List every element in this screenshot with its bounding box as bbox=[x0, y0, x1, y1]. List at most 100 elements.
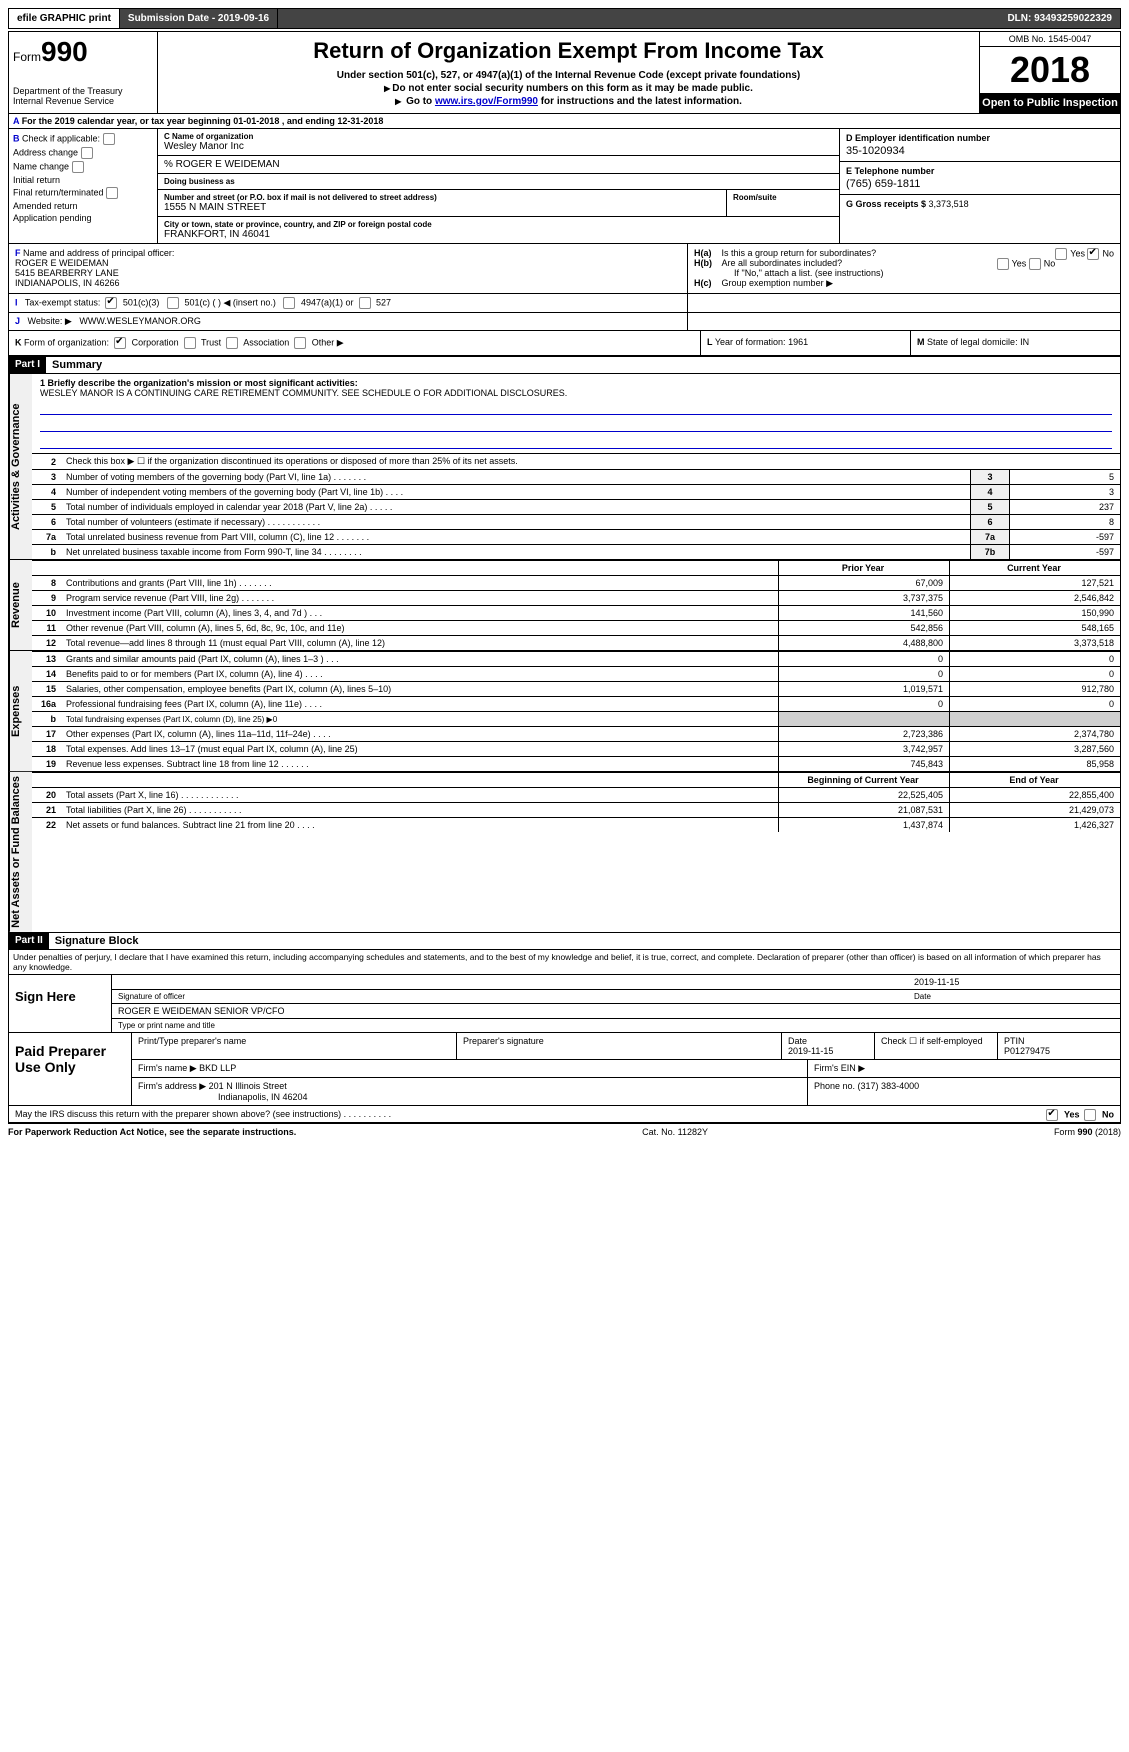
table-row: 11Other revenue (Part VIII, column (A), … bbox=[32, 621, 1120, 636]
telephone: (765) 659-1811 bbox=[846, 178, 1114, 190]
footer-center: Cat. No. 11282Y bbox=[642, 1127, 708, 1137]
sig-officer-label: Signature of officer bbox=[118, 992, 914, 1001]
tax-year: 2018 bbox=[980, 47, 1120, 93]
tab-revenue: Revenue bbox=[9, 560, 32, 650]
part1-header: Part I bbox=[9, 357, 46, 373]
footer: For Paperwork Reduction Act Notice, see … bbox=[8, 1123, 1121, 1140]
ein: 35-1020934 bbox=[846, 145, 1114, 157]
col-b: B Check if applicable: Address change Na… bbox=[9, 129, 158, 243]
section-fh: F Name and address of principal officer:… bbox=[8, 244, 1121, 294]
part1-title: Summary bbox=[46, 357, 108, 373]
table-row: 18Total expenses. Add lines 13–17 (must … bbox=[32, 742, 1120, 757]
gov-table: 2Check this box ▶ ☐ if the organization … bbox=[32, 453, 1120, 559]
street-label: Number and street (or P.O. box if mail i… bbox=[164, 193, 720, 202]
paid-preparer-row: Paid Preparer Use Only Print/Type prepar… bbox=[9, 1032, 1120, 1105]
firm-addr1: 201 N Illinois Street bbox=[209, 1081, 287, 1091]
col-h: H(a) Is this a group return for subordin… bbox=[688, 244, 1120, 293]
firm-name: BKD LLP bbox=[199, 1063, 236, 1073]
header-sub3: Go to www.irs.gov/Form990 for instructio… bbox=[162, 96, 975, 107]
line-a: A For the 2019 calendar year, or tax yea… bbox=[8, 114, 1121, 129]
city-label: City or town, state or province, country… bbox=[164, 220, 833, 229]
part2-header: Part II bbox=[9, 933, 49, 949]
revenue-section: Revenue Prior YearCurrent Year 8Contribu… bbox=[8, 560, 1121, 651]
header-sub1: Under section 501(c), 527, or 4947(a)(1)… bbox=[162, 70, 975, 81]
opt-address-change: Address change bbox=[13, 147, 153, 159]
sign-here-label: Sign Here bbox=[9, 975, 112, 1032]
website: WWW.WESLEYMANOR.ORG bbox=[79, 316, 201, 326]
table-row: 10Investment income (Part VIII, column (… bbox=[32, 606, 1120, 621]
gross-receipts: 3,373,518 bbox=[929, 199, 969, 209]
governance-section: Activities & Governance 1 Briefly descri… bbox=[8, 374, 1121, 560]
city: FRANKFORT, IN 46041 bbox=[164, 229, 833, 240]
table-row: 14Benefits paid to or for members (Part … bbox=[32, 667, 1120, 682]
opt-final-return: Final return/terminated bbox=[13, 187, 153, 199]
officer-name: ROGER E WEIDEMAN bbox=[15, 258, 109, 268]
table-row: 9Program service revenue (Part VIII, lin… bbox=[32, 591, 1120, 606]
exp-table: 13Grants and similar amounts paid (Part … bbox=[32, 651, 1120, 771]
table-row: 19Revenue less expenses. Subtract line 1… bbox=[32, 757, 1120, 772]
tab-net-assets: Net Assets or Fund Balances bbox=[9, 772, 32, 932]
year-formation: 1961 bbox=[788, 337, 808, 347]
street: 1555 N MAIN STREET bbox=[164, 202, 720, 213]
dln: DLN: 93493259022329 bbox=[999, 9, 1120, 28]
line-j: J Website: ▶ WWW.WESLEYMANOR.ORG bbox=[8, 313, 1121, 331]
officer-addr1: 5415 BEARBERRY LANE bbox=[15, 268, 119, 278]
net-table: Beginning of Current YearEnd of Year 20T… bbox=[32, 772, 1120, 832]
header-center: Return of Organization Exempt From Incom… bbox=[158, 32, 979, 113]
ptin: P01279475 bbox=[1004, 1046, 1114, 1056]
tab-governance: Activities & Governance bbox=[9, 374, 32, 559]
discuss-row: May the IRS discuss this return with the… bbox=[9, 1105, 1120, 1122]
form-number: Form990 bbox=[13, 36, 153, 68]
table-row: bTotal fundraising expenses (Part IX, co… bbox=[32, 712, 1120, 727]
table-row: bNet unrelated business taxable income f… bbox=[32, 545, 1120, 560]
form-title: Return of Organization Exempt From Incom… bbox=[162, 38, 975, 64]
sign-here-row: Sign Here 2019-11-15 Signature of office… bbox=[9, 974, 1120, 1032]
table-row: 15Salaries, other compensation, employee… bbox=[32, 682, 1120, 697]
table-row: 8Contributions and grants (Part VIII, li… bbox=[32, 576, 1120, 591]
omb-number: OMB No. 1545-0047 bbox=[980, 32, 1120, 47]
dba-label: Doing business as bbox=[164, 177, 235, 186]
header-sub2: Do not enter social security numbers on … bbox=[162, 83, 975, 94]
firm-phone: (317) 383-4000 bbox=[858, 1081, 920, 1091]
tel-label: E Telephone number bbox=[846, 166, 1114, 176]
gross-label: G Gross receipts $ bbox=[846, 199, 929, 209]
sig-date: 2019-11-15 bbox=[914, 977, 1114, 987]
opt-pending: Application pending bbox=[13, 213, 153, 223]
table-row: 3Number of voting members of the governi… bbox=[32, 470, 1120, 485]
date-label: Date bbox=[914, 992, 1114, 1001]
firm-addr2: Indianapolis, IN 46204 bbox=[218, 1092, 308, 1102]
table-row: 5Total number of individuals employed in… bbox=[32, 500, 1120, 515]
table-row: 17Other expenses (Part IX, column (A), l… bbox=[32, 727, 1120, 742]
line-klm: K Form of organization: Corporation Trus… bbox=[8, 331, 1121, 356]
org-name-label: C Name of organization bbox=[164, 132, 833, 141]
col-c: C Name of organization Wesley Manor Inc … bbox=[158, 129, 839, 243]
tab-expenses: Expenses bbox=[9, 651, 32, 771]
part2-title: Signature Block bbox=[49, 933, 145, 949]
rev-table: Prior YearCurrent Year 8Contributions an… bbox=[32, 560, 1120, 650]
header-right: OMB No. 1545-0047 2018 Open to Public In… bbox=[979, 32, 1120, 113]
org-name: Wesley Manor Inc bbox=[164, 141, 833, 152]
irs-link[interactable]: www.irs.gov/Form990 bbox=[435, 96, 538, 107]
mission: 1 Briefly describe the organization's mi… bbox=[32, 374, 1120, 453]
topbar-spacer bbox=[278, 9, 999, 28]
perjury-declaration: Under penalties of perjury, I declare th… bbox=[9, 950, 1120, 974]
table-row: 12Total revenue—add lines 8 through 11 (… bbox=[32, 636, 1120, 651]
opt-amended: Amended return bbox=[13, 201, 153, 211]
net-assets-section: Net Assets or Fund Balances Beginning of… bbox=[8, 772, 1121, 933]
table-row: 6Total number of volunteers (estimate if… bbox=[32, 515, 1120, 530]
form-header: Form990 Department of the Treasury Inter… bbox=[8, 31, 1121, 114]
sig-name: ROGER E WEIDEMAN SENIOR VP/CFO bbox=[118, 1006, 1114, 1016]
header-left: Form990 Department of the Treasury Inter… bbox=[9, 32, 158, 113]
care-of: % ROGER E WEIDEMAN bbox=[158, 156, 286, 173]
table-row: 22Net assets or fund balances. Subtract … bbox=[32, 818, 1120, 833]
table-row: 21Total liabilities (Part X, line 26) . … bbox=[32, 803, 1120, 818]
table-row: 16aProfessional fundraising fees (Part I… bbox=[32, 697, 1120, 712]
expenses-section: Expenses 13Grants and similar amounts pa… bbox=[8, 651, 1121, 772]
officer-addr2: INDIANAPOLIS, IN 46266 bbox=[15, 278, 120, 288]
ein-label: D Employer identification number bbox=[846, 133, 1114, 143]
signature-block: Under penalties of perjury, I declare th… bbox=[8, 950, 1121, 1123]
footer-right: Form 990 (2018) bbox=[1054, 1127, 1121, 1137]
footer-left: For Paperwork Reduction Act Notice, see … bbox=[8, 1127, 296, 1137]
state-domicile: IN bbox=[1020, 337, 1029, 347]
checkbox[interactable] bbox=[103, 133, 115, 145]
